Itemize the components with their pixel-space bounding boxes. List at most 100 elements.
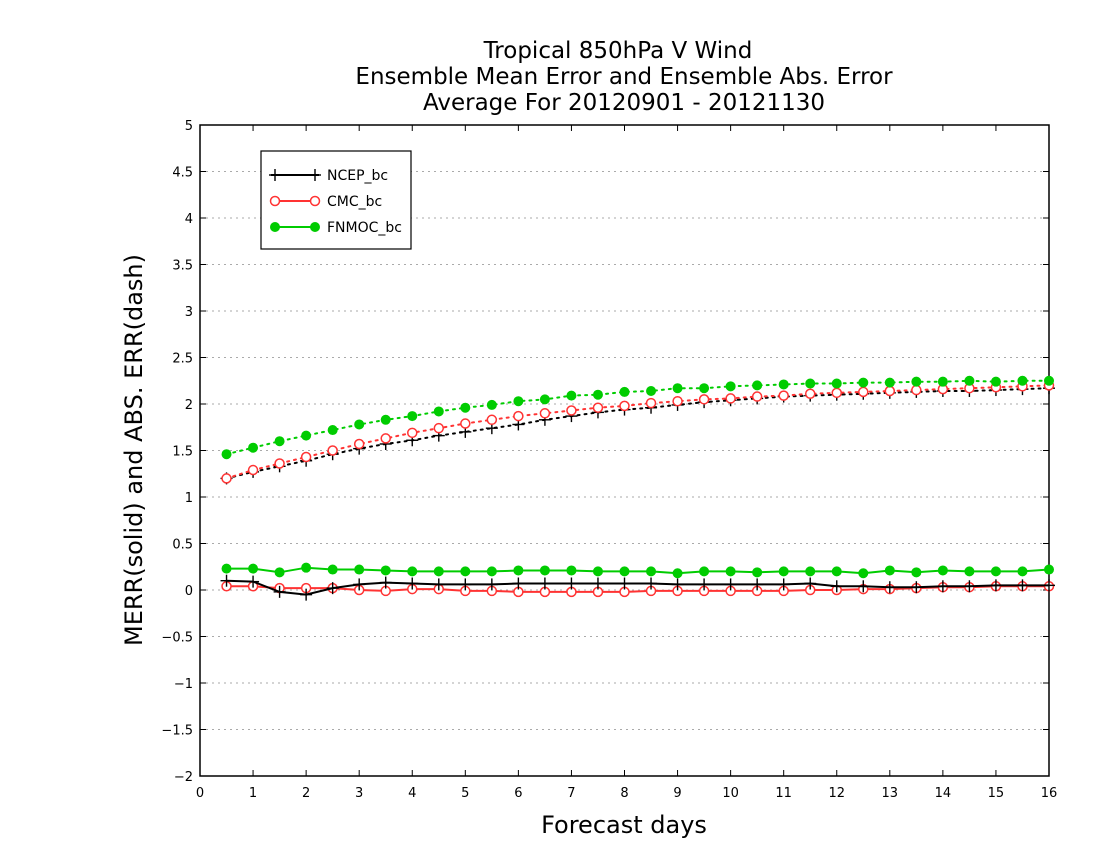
data-point [432,578,445,591]
y-tick-label: 1.5 [172,445,193,460]
data-point [698,394,710,405]
data-point [407,566,418,577]
data-point [539,565,550,576]
x-tick-label: 7 [567,786,575,801]
data-point [1017,566,1028,577]
x-tick-label: 0 [196,786,204,801]
data-point [566,405,577,416]
data-point [354,419,365,430]
data-point [724,578,737,591]
title-line-1: Tropical 850hPa V Wind [483,38,753,64]
y-tick-label: 4.5 [172,166,193,181]
data-point [433,566,444,577]
data-point [618,577,631,590]
data-point [646,385,657,396]
data-point [699,566,710,577]
data-point [805,378,816,389]
x-tick-label: 5 [461,786,469,801]
data-point [884,377,895,388]
y-tick-label: 0 [185,584,193,599]
data-point [989,579,1002,592]
data-point [326,582,339,595]
data-point [751,391,763,402]
data-point [486,414,498,426]
data-point [486,566,497,577]
data-point [964,566,975,577]
x-tick-label: 2 [302,786,310,801]
data-point [513,565,524,576]
data-point [592,566,603,577]
series-line [226,566,1050,575]
data-point [565,577,578,590]
data-point [407,411,418,422]
data-point [273,585,286,598]
data-point [354,564,365,575]
data-point [566,390,577,401]
legend-label: NCEP_bc [327,168,388,184]
data-point [566,565,577,576]
data-point [725,566,736,577]
data-point [269,169,281,181]
data-point [538,577,551,590]
data-point [884,385,896,397]
x-tick-label: 12 [828,786,845,801]
data-point [406,577,419,590]
data-point [646,566,657,577]
data-point [1016,579,1029,592]
data-point [1043,579,1055,592]
y-tick-label: −1 [174,677,193,692]
grid [200,171,1049,730]
data-point [274,436,285,447]
data-point [672,395,683,407]
data-point [460,566,471,577]
data-point [327,445,338,456]
series-line [225,384,1050,480]
series-line [226,579,1049,596]
data-point [301,562,312,573]
data-point [698,578,711,591]
series-line [225,379,1050,456]
data-point [380,433,391,444]
data-point [645,577,658,590]
data-point [274,458,285,469]
data-point [752,567,763,578]
y-tick-label: 2.5 [172,352,193,367]
y-tick-label: −2 [174,770,193,785]
data-point [592,389,603,400]
data-point [964,375,975,386]
data-point [778,390,789,401]
y-tick-label: 3 [185,305,193,320]
legend-item-NCEP_bc: NCEP_bc [269,168,388,184]
data-point [247,575,260,588]
legend-item-CMC_bc: CMC_bc [269,194,382,210]
data-point [725,381,736,392]
data-point [699,383,710,394]
legend-label: CMC_bc [327,194,382,210]
data-point [269,195,281,207]
data-point [858,386,869,398]
data-point [221,449,232,460]
data-point [221,473,232,484]
x-tick-label: 13 [882,786,899,801]
data-point [270,222,280,232]
y-axis-title: MERR(solid) and ABS. ERR(dash) [120,254,148,646]
data-point [777,578,790,591]
legend-item-FNMOC_bc: FNMOC_bc [270,220,402,236]
y-tick-label: −1.5 [161,724,193,739]
legend-label: FNMOC_bc [327,220,402,236]
series-CMC_bc-abs_err [221,380,1055,484]
data-point [1044,375,1054,386]
title-line-3: Average For 20120901 - 20121130 [423,90,825,116]
data-point [804,577,817,590]
data-point [309,195,321,207]
y-tick-label: −0.5 [161,631,193,646]
data-point [486,399,497,410]
data-point [485,578,498,591]
data-point [858,377,869,388]
legend: NCEP_bc CMC_bc FNMOC_bc [260,150,412,250]
data-point [220,574,233,587]
data-point [513,410,524,422]
x-tick-label: 1 [249,786,257,801]
data-point [936,580,949,593]
